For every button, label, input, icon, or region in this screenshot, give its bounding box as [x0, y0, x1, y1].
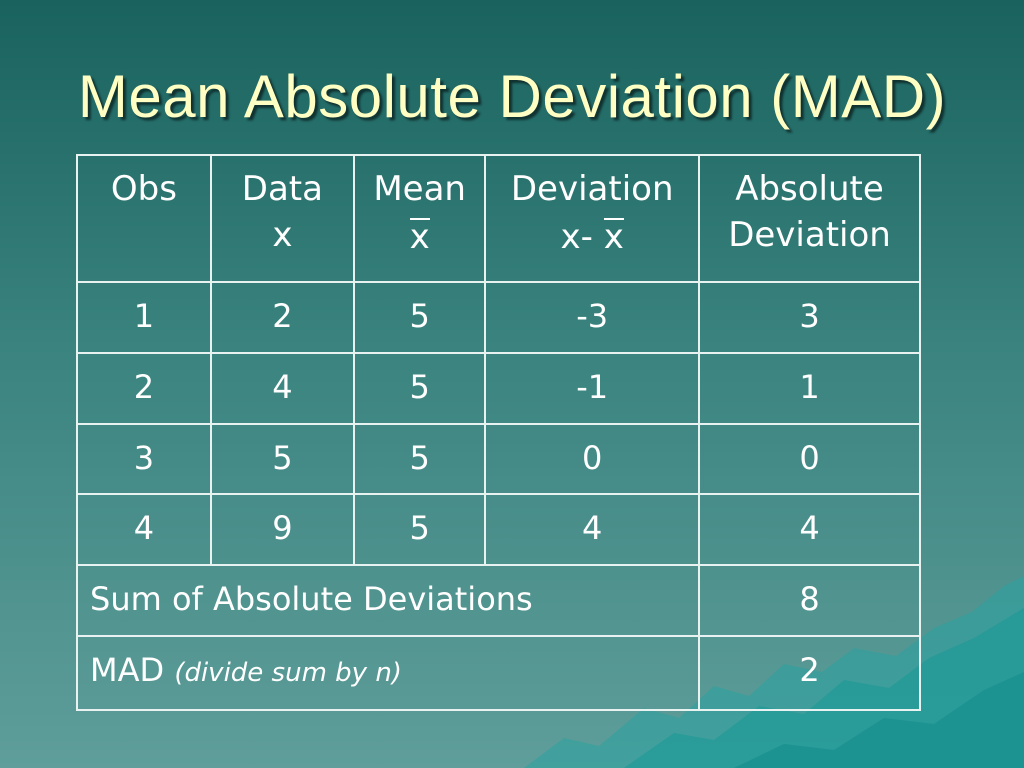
header-mean-xbar: x: [409, 217, 430, 257]
table-row: 3 5 5 0 0: [76, 422, 921, 496]
cell-absolute-deviation: 4: [698, 493, 921, 566]
sum-label: Sum of Absolute Deviations: [75, 563, 701, 637]
cell-deviation: -1: [484, 351, 701, 425]
cell-data: 2: [209, 281, 355, 354]
header-data-label: Data: [241, 169, 323, 209]
cell-mean: 5: [352, 422, 487, 496]
header-absolute-label: Absolute: [735, 169, 884, 209]
slide-title: Mean Absolute Deviation (MAD): [77, 63, 947, 130]
cell-absolute-deviation: 3: [698, 281, 921, 354]
header-obs: Obs: [76, 153, 212, 284]
table-row: 1 2 5 -3 3: [76, 281, 921, 354]
mad-table: Obs Data x Mean x Deviation x- x Absolut…: [75, 153, 921, 712]
header-absolute-deviation-label: Deviation: [728, 215, 891, 255]
cell-mean: 5: [352, 493, 487, 566]
decorative-mountain-graphic: [524, 576, 1024, 768]
header-deviation-xbar: x: [603, 217, 624, 257]
cell-deviation: 0: [484, 422, 701, 496]
cell-absolute-deviation: 0: [698, 422, 921, 496]
mad-value: 2: [698, 634, 921, 712]
cell-mean: 5: [352, 351, 487, 425]
cell-absolute-deviation: 1: [698, 351, 921, 425]
mad-label-cell: MAD (divide sum by n): [75, 634, 701, 712]
cell-data: 5: [209, 422, 355, 496]
sum-row: Sum of Absolute Deviations 8: [75, 563, 921, 637]
header-data-symbol: x: [272, 215, 293, 255]
header-deviation: Deviation x- x: [484, 153, 701, 284]
table-row: 4 9 5 4 4: [76, 493, 921, 566]
sum-value: 8: [698, 563, 921, 637]
mad-row: MAD (divide sum by n) 2: [75, 634, 921, 712]
cell-deviation: 4: [484, 493, 701, 566]
mad-note: (divide sum by n): [174, 657, 402, 688]
header-mean: Mean x: [352, 153, 487, 284]
mad-label: MAD: [90, 650, 165, 689]
cell-obs: 3: [76, 422, 212, 496]
cell-deviation: -3: [484, 281, 701, 354]
cell-obs: 2: [76, 351, 212, 425]
cell-mean: 5: [352, 281, 487, 354]
header-data: Data x: [209, 153, 355, 284]
table-row: 2 4 5 -1 1: [76, 351, 921, 425]
table-header-row: Obs Data x Mean x Deviation x- x Absolut…: [76, 153, 921, 284]
header-deviation-x: x-: [560, 217, 593, 257]
header-obs-label: Obs: [110, 169, 177, 209]
header-deviation-label: Deviation: [510, 169, 674, 209]
header-mean-label: Mean: [373, 169, 466, 209]
header-absolute-deviation: Absolute Deviation: [698, 153, 921, 284]
cell-data: 4: [209, 351, 355, 425]
cell-obs: 4: [76, 493, 212, 566]
cell-data: 9: [209, 493, 355, 566]
cell-obs: 1: [76, 281, 212, 354]
